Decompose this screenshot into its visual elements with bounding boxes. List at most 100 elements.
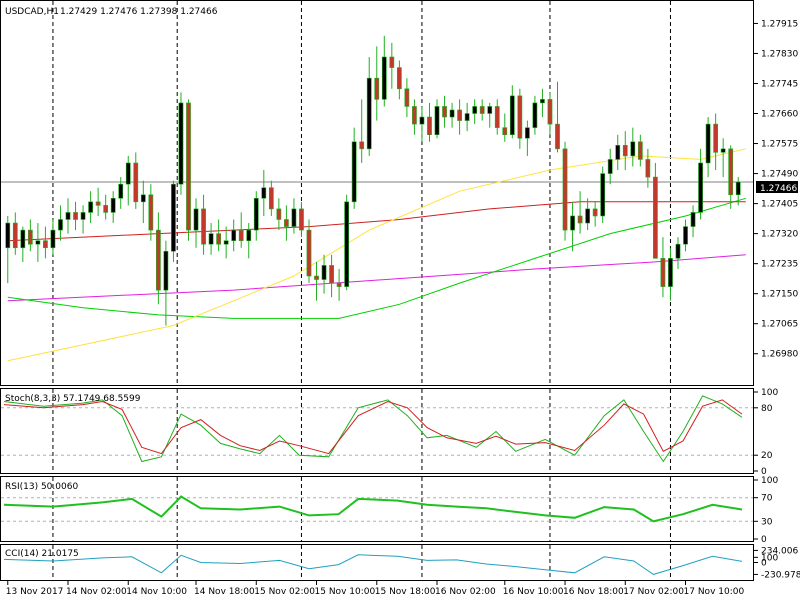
candle-body [487,106,493,114]
candle-body [374,77,380,100]
candle-body [103,205,109,213]
price-title: USDCAD,H1 [5,7,59,17]
cci-title: CCI(14) 21.0175 [5,549,79,559]
ma-mid-line [7,197,746,319]
x-tick-label: 14 Nov 10:00 [126,587,187,597]
candle-body [396,67,402,90]
candle-body [509,95,515,136]
candle-body [20,229,26,249]
ma-fast-line [7,148,746,362]
candle-body [735,181,741,196]
price-y-tick-label: 1.27150 [761,290,798,300]
current-price-box [756,181,798,193]
candle-body [35,240,41,245]
price-y-tick-label: 1.27830 [761,49,798,59]
candle-body [389,56,395,68]
candle-body [253,197,259,231]
x-tick-label: 16 Nov 10:00 [503,587,564,597]
candle-body [600,173,606,217]
candle-body [690,212,696,227]
x-tick-label: 15 Nov 10:00 [315,587,376,597]
candle-body [668,258,673,287]
candle-body [246,229,252,241]
candle-body [73,212,78,220]
candle-body [630,141,636,157]
candle-body [58,219,63,231]
candle-body [65,212,71,220]
x-tick-label: 16 Nov 02:00 [435,587,496,597]
candle-body [637,141,643,160]
stoch-pane-frame [0,388,754,474]
stoch-y-tick-label: 80 [761,404,773,414]
candle-body [118,183,124,199]
candle-body [705,123,711,164]
candle-body [517,95,523,139]
candle-body [80,212,86,220]
candle-body [713,123,719,153]
candle-body [540,99,545,104]
candle-body [381,56,387,100]
stoch-y-tick-label: 20 [761,451,773,461]
price-y-tick-label: 1.27915 [761,19,798,29]
candle-body [464,113,470,121]
candle-body [261,187,267,199]
candle-body [321,265,327,280]
candle-body [457,109,462,121]
candle-body [276,208,282,220]
candle-body [329,265,334,284]
candle-body [148,194,154,231]
candle-body [208,233,214,245]
candle-body [193,208,199,231]
candle-body [216,233,221,245]
candle-body [171,183,176,252]
price-y-tick-label: 1.27660 [761,110,798,120]
candle-body [231,229,237,241]
candle-body [412,106,417,125]
grid-lines [1,1,753,580]
candle-body [359,141,365,150]
candle-body [238,229,244,241]
cci-y-tick-label: 0 [761,559,767,569]
current-price-label: 1.27466 [760,184,797,194]
candle-body [43,240,48,249]
rsi-y-tick-label: 30 [761,517,773,527]
candle-body [555,123,560,150]
candle-body [683,226,688,245]
candle-body [366,77,372,150]
candle-body [449,109,455,118]
x-tick-label: 17 Nov 10:00 [684,587,745,597]
candle-body [27,229,33,245]
candle-body [163,250,169,291]
stoch-y-tick-label: 100 [761,388,778,398]
stoch-series-line [3,399,743,455]
candle-body [291,208,297,227]
candle-body [88,201,93,213]
candle-body [178,102,184,185]
price-y-tick-label: 1.27320 [761,230,798,240]
candle-body [494,106,500,128]
candle-body [562,148,568,231]
candle-body [201,208,206,245]
candle-body [5,222,11,249]
candle-body [434,106,440,136]
cci-y-tick-label: -230.9785 [761,570,800,580]
x-tick-label: 15 Nov 18:00 [375,587,436,597]
candle-body [344,201,350,287]
candle-body [95,201,101,206]
candle-body [314,275,319,280]
cci-pane-frame [0,544,754,581]
candle-body [442,106,447,118]
candle-body [653,176,658,259]
candle-body [284,219,289,227]
candle-body [622,145,628,157]
candle-body [404,88,410,107]
candle-body [419,116,425,125]
candle-body [698,162,703,213]
candle-body [547,99,553,125]
rsi-y-tick-label: 0 [761,535,767,545]
rsi-series-line [3,495,743,523]
rsi-title: RSI(13) 50.0060 [5,482,78,492]
price-header-values: 1.27429 1.27476 1.27398 1.27466 [60,7,218,17]
